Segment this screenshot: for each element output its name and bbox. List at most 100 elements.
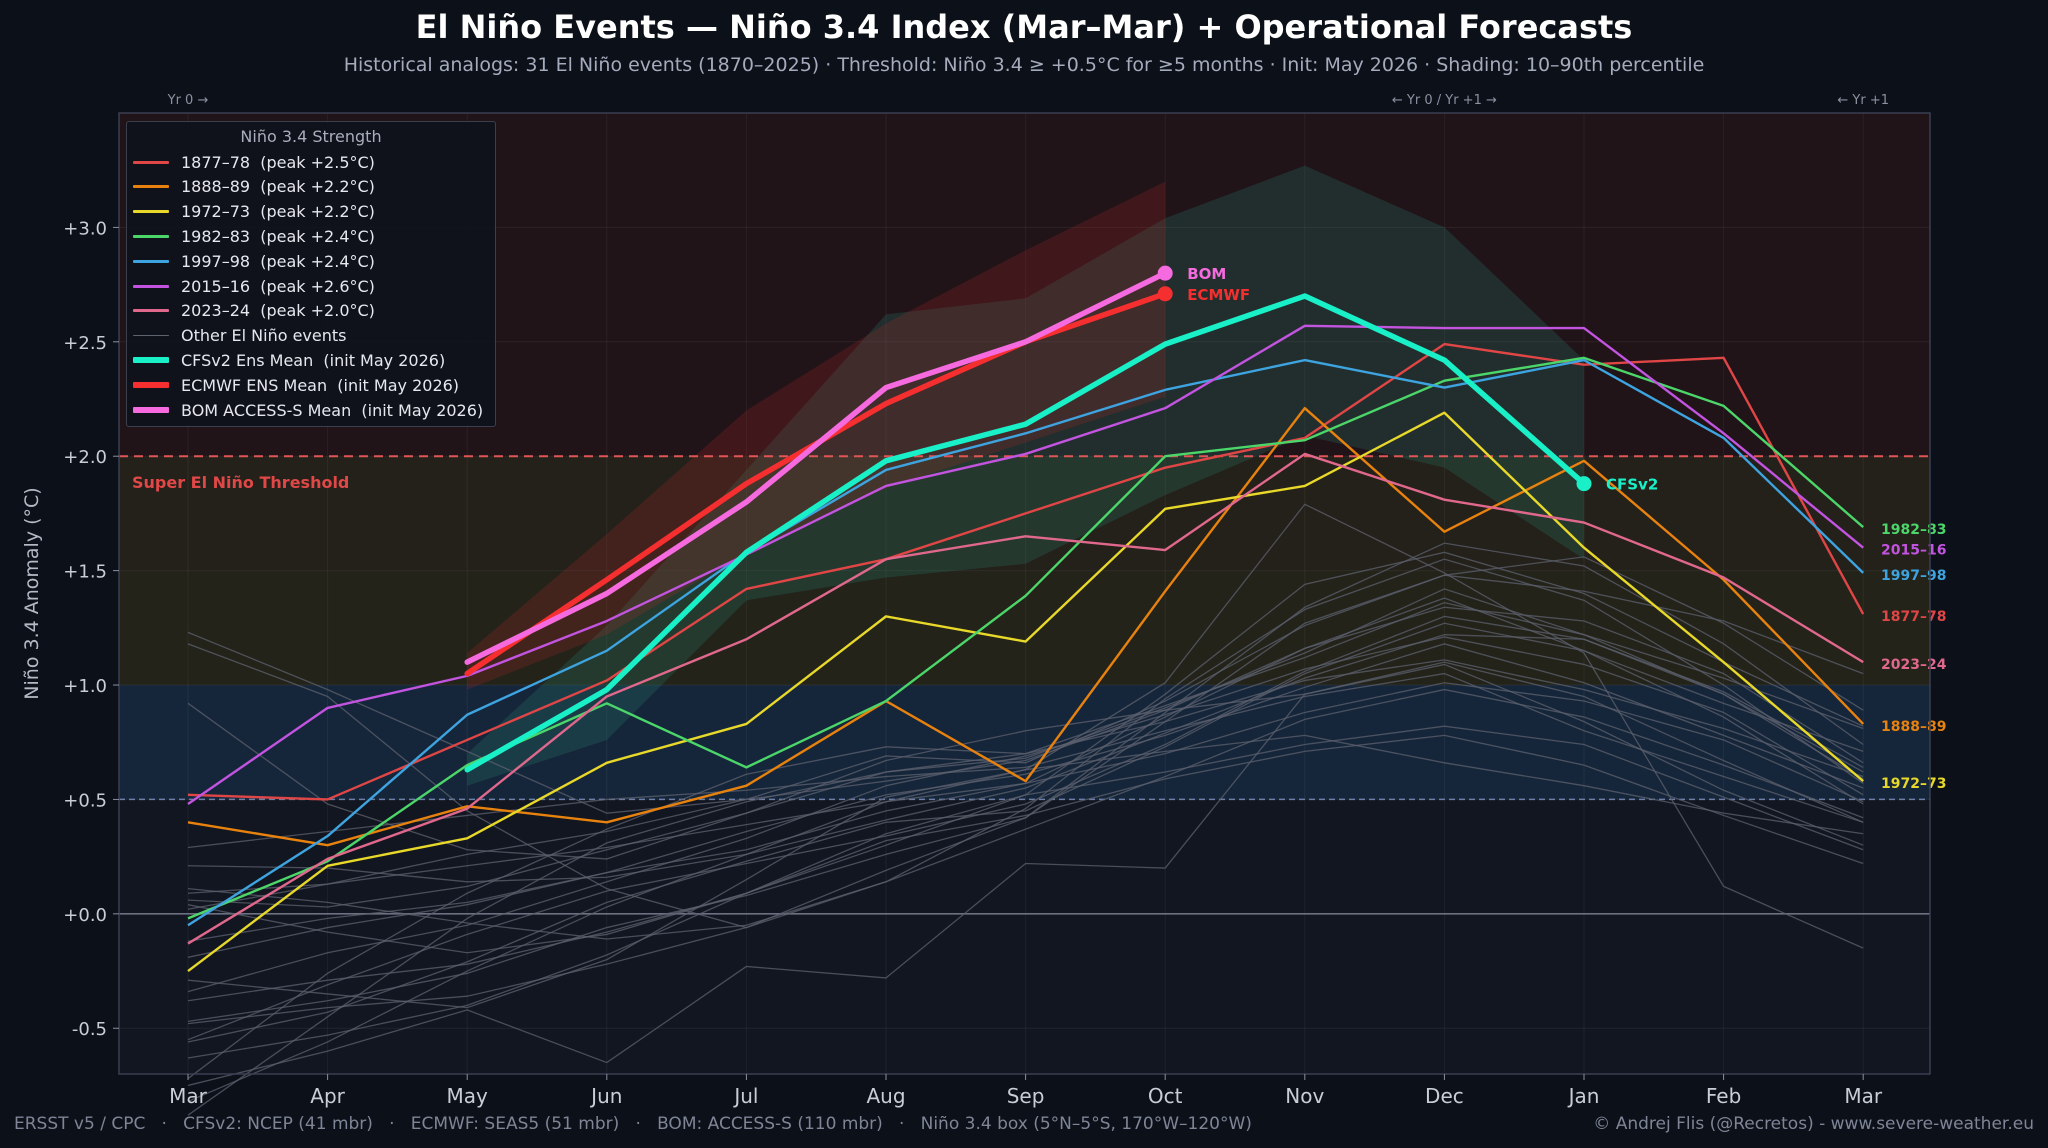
legend-item-1888–89: 1888–89 (peak +2.2°C) — [133, 176, 375, 198]
other-event-line-15 — [187, 556, 1864, 910]
event-line-2023–24 — [187, 452, 1864, 945]
legend-item-1877–78: 1877–78 (peak +2.5°C) — [133, 151, 375, 173]
legend-item-1997–98: 1997–98 (peak +2.4°C) — [133, 250, 375, 272]
footer-sources: ERSST v5 / CPC · CFSv2: NCEP (41 mbr) · … — [14, 1114, 1252, 1134]
y-tick-label-3: +1.0 — [63, 676, 107, 697]
legend-item-cfsv2: CFSv2 Ens Mean (init May 2026) — [133, 349, 445, 371]
x-tick-label-10: Jan — [1567, 1084, 1600, 1108]
y-tick-label-7: +3.0 — [63, 218, 107, 239]
legend-swatch — [133, 357, 169, 364]
chart-legend: Niño 3.4 Strength 1877–78 (peak +2.5°C) 1… — [126, 121, 496, 427]
plot-frame — [118, 112, 1931, 1075]
event-line-1982–83 — [187, 356, 1864, 920]
year-annotation-0: Yr 0 → — [167, 93, 209, 108]
legend-label: BOM ACCESS-S Mean (init May 2026) — [181, 400, 484, 420]
forecast-label-bom: BOM — [1187, 265, 1226, 283]
x-tick-label-9: Dec — [1425, 1084, 1464, 1108]
end-label-2015–16: 2015–16 — [1881, 543, 1946, 559]
x-tick-label-8: Nov — [1285, 1084, 1324, 1108]
band-cfsv2 — [467, 165, 1585, 786]
legend-label: 1982–83 (peak +2.4°C) — [181, 226, 375, 246]
end-label-2023–24: 2023–24 — [1881, 657, 1947, 673]
y-tick-label-1: +0.0 — [63, 905, 107, 926]
end-label-1972–73: 1972–73 — [1881, 776, 1946, 792]
event-line-1997–98 — [187, 358, 1865, 927]
legend-swatch — [133, 234, 169, 238]
x-tick-label-7: Oct — [1148, 1084, 1183, 1108]
forecast-endpoint-bom — [1157, 265, 1173, 281]
forecast-line-cfsv2 — [464, 293, 1587, 773]
legend-title: Niño 3.4 Strength — [240, 127, 382, 146]
y-tick-label-0: -0.5 — [72, 1019, 107, 1040]
forecast-line-bom — [464, 270, 1168, 665]
other-event-line-12 — [187, 688, 1864, 940]
legend-label: 1972–73 (peak +2.2°C) — [181, 202, 375, 222]
legend-swatch — [133, 185, 169, 189]
forecast-endpoint-cfsv2 — [1576, 476, 1592, 492]
band-ecmwf — [467, 181, 1166, 690]
forecast-label-cfsv2: CFSv2 — [1606, 476, 1658, 494]
legend-swatch — [133, 309, 169, 313]
y-tick-label-4: +1.5 — [63, 562, 107, 583]
legend-swatch — [133, 259, 169, 263]
legend-label: 1888–89 (peak +2.2°C) — [181, 177, 375, 197]
x-tick-label-5: Aug — [866, 1084, 905, 1108]
y-axis-label: Niño 3.4 Anomaly (°C) — [21, 487, 43, 699]
other-event-line-21 — [187, 734, 1864, 1002]
y-tick-label-5: +2.0 — [63, 447, 107, 468]
x-tick-label-1: Apr — [310, 1084, 345, 1108]
other-event-line-22 — [187, 682, 1864, 894]
end-label-1888–89: 1888–89 — [1881, 719, 1946, 735]
x-tick-label-6: Sep — [1007, 1084, 1045, 1108]
legend-item-bom: BOM ACCESS-S Mean (init May 2026) — [133, 399, 483, 421]
other-event-line-4 — [187, 622, 1864, 1043]
super-threshold-label: Super El Niño Threshold — [132, 473, 349, 492]
other-event-line-13 — [187, 725, 1864, 954]
event-line-1877–78 — [187, 342, 1865, 801]
legend-label: ECMWF ENS Mean (init May 2026) — [181, 375, 460, 395]
y-tick-label-6: +2.5 — [63, 333, 107, 354]
forecast-endpoint-ecmwf — [1157, 286, 1173, 302]
other-event-line-5 — [187, 636, 1864, 993]
end-label-1982–83: 1982–83 — [1881, 522, 1946, 538]
chart-title: El Niño Events — Niño 3.4 Index (Mar–Mar… — [415, 8, 1633, 46]
other-event-line-20 — [187, 601, 1864, 1116]
legend-swatch — [133, 407, 169, 413]
legend-swatch — [133, 334, 169, 337]
x-tick-label-12: Mar — [1844, 1084, 1883, 1108]
legend-label: Other El Niño events — [181, 326, 347, 346]
legend-item-ecmwf: ECMWF ENS Mean (init May 2026) — [133, 374, 459, 396]
other-event-line-2 — [187, 663, 1864, 860]
x-tick-label-2: May — [447, 1084, 489, 1108]
x-tick-label-4: Jul — [732, 1084, 758, 1108]
legend-item-2023–24: 2023–24 (peak +2.0°C) — [133, 300, 375, 322]
x-tick-label-3: Jun — [589, 1084, 622, 1108]
legend-item-2015–16: 2015–16 (peak +2.6°C) — [133, 275, 375, 297]
other-event-line-8 — [187, 672, 1864, 849]
other-event-line-23 — [187, 661, 1864, 1087]
legend-item-1972–73: 1972–73 (peak +2.2°C) — [133, 201, 375, 223]
x-tick-label-11: Feb — [1706, 1084, 1741, 1108]
forecast-label-ecmwf: ECMWF — [1187, 286, 1250, 304]
year-annotation-2: ← Yr +1 — [1837, 93, 1889, 108]
end-label-1997–98: 1997–98 — [1881, 568, 1946, 584]
event-line-1888–89 — [187, 406, 1865, 847]
other-event-line-18 — [187, 574, 1864, 1025]
legend-label: 1877–78 (peak +2.5°C) — [181, 152, 375, 172]
x-tick-label-0: Mar — [169, 1084, 208, 1108]
chart-subtitle: Historical analogs: 31 El Niño events (1… — [343, 54, 1705, 76]
end-label-1877–78: 1877–78 — [1881, 609, 1946, 625]
legend-label: 1997–98 (peak +2.4°C) — [181, 251, 375, 271]
year-annotation-1: ← Yr 0 / Yr +1 → — [1392, 93, 1497, 108]
other-event-line-17 — [187, 634, 1864, 883]
event-line-1972–73 — [187, 411, 1864, 972]
legend-item-other: Other El Niño events — [133, 325, 347, 347]
legend-swatch — [133, 160, 169, 164]
legend-item-1982–83: 1982–83 (peak +2.4°C) — [133, 225, 375, 247]
other-event-line-6 — [187, 643, 1864, 942]
legend-label: 2023–24 (peak +2.0°C) — [181, 301, 375, 321]
legend-swatch — [133, 382, 169, 389]
other-event-line-1 — [187, 558, 1864, 929]
footer-credit: © Andrej Flis (@Recretos) - www.severe-w… — [1593, 1114, 2034, 1134]
y-tick-label-2: +0.5 — [63, 790, 107, 811]
